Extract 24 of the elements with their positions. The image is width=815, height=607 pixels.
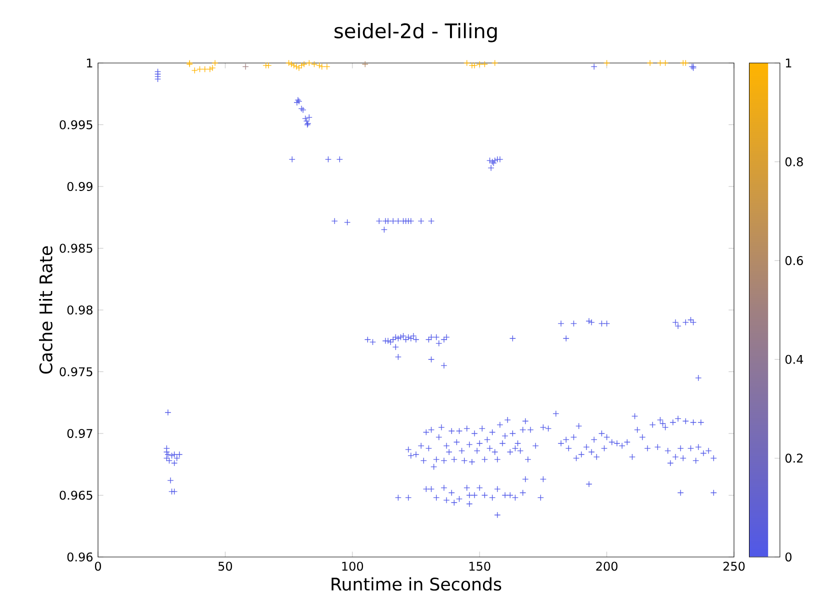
color-bar-label: 0.8	[785, 157, 803, 166]
color-bar-label: 0	[785, 552, 792, 562]
x-tick-label: 0	[94, 562, 102, 571]
x-tick-label: 200	[596, 562, 618, 571]
chart-title: seidel-2d - Tiling	[334, 22, 497, 42]
y-tick-label: 0.96	[67, 552, 93, 562]
y-tick-label: 0.985	[60, 244, 92, 253]
y-tick-label: 0.975	[60, 367, 92, 376]
y-tick-label: 0.995	[60, 120, 92, 130]
x-tick-label: 150	[469, 562, 490, 571]
color-bar-label: 0.6	[785, 256, 803, 266]
x-tick-label: 250	[723, 562, 745, 571]
y-tick-label: 0.965	[60, 490, 92, 500]
y-tick-label: 0.98	[67, 305, 92, 315]
y-axis-title: Cache Hit Rate	[39, 246, 52, 374]
y-tick-label: 0.99	[67, 182, 92, 192]
x-tick-label: 50	[218, 562, 232, 571]
y-tick-label: 1	[86, 58, 92, 68]
y-tick-label: 0.97	[67, 428, 92, 438]
color-bar-label: 0.4	[785, 354, 804, 364]
x-tick-label: 100	[342, 562, 364, 571]
color-bar-label: 0.2	[785, 454, 803, 463]
x-axis-title: Runtime in Seconds	[332, 577, 502, 591]
color-bar-label: 1	[786, 58, 792, 68]
